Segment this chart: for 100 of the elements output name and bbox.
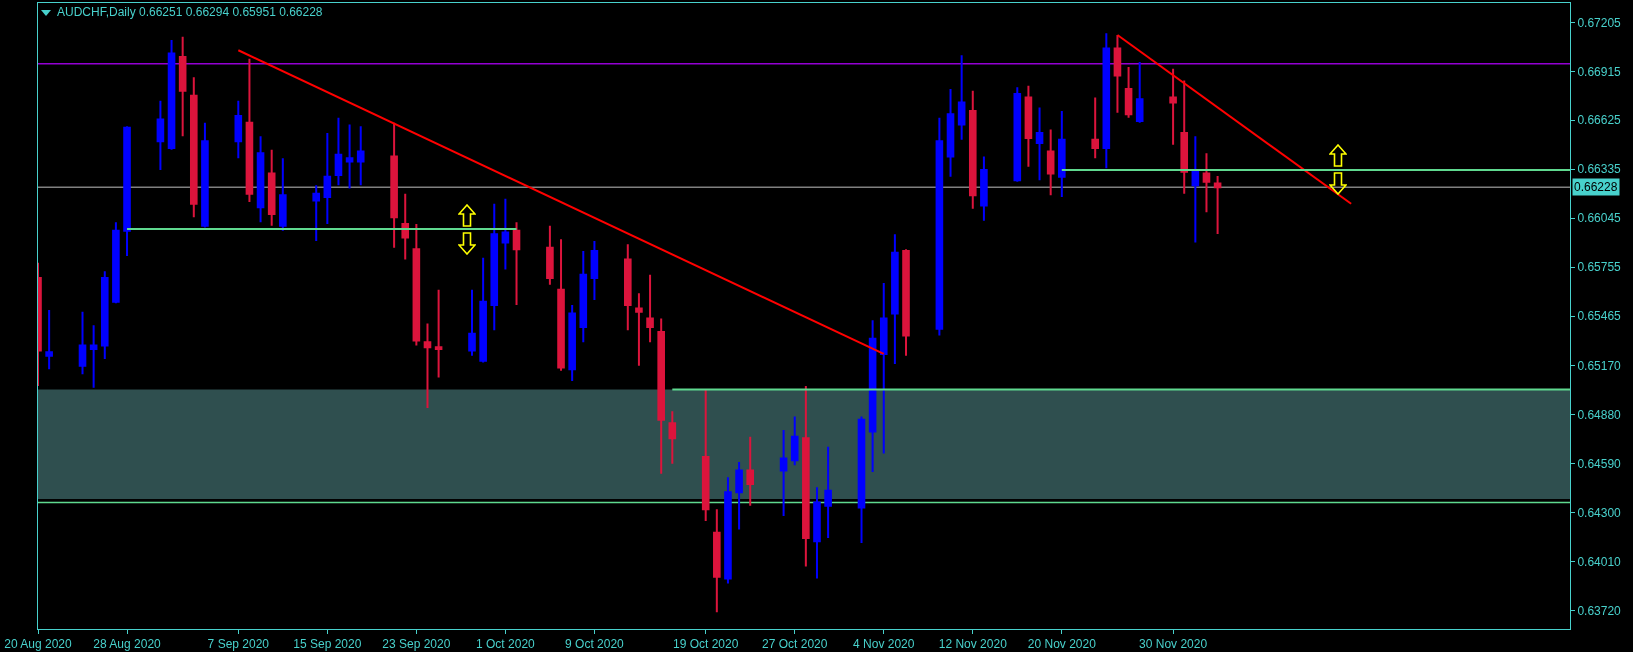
y-tick-label: 0.64300 — [1577, 505, 1622, 520]
candlestick — [635, 292, 643, 367]
candlestick — [879, 282, 888, 455]
candlestick — [390, 121, 398, 249]
y-tick-label: 0.65465 — [1577, 309, 1622, 324]
x-tick-label: 12 Nov 2020 — [938, 637, 1008, 652]
chart-title: AUDCHF,Daily 0.66251 0.66294 0.65951 0.66228 — [57, 5, 323, 20]
candlestick — [1046, 128, 1055, 197]
candlestick — [724, 476, 732, 585]
candlestick — [1213, 175, 1222, 235]
candlestick — [434, 288, 443, 379]
candlestick — [312, 184, 321, 242]
y-tick-label: 0.65755 — [1577, 260, 1622, 275]
x-tick-label: 27 Oct 2020 — [762, 637, 828, 652]
candlestick — [946, 88, 955, 178]
candlestick — [902, 248, 910, 357]
candlestick — [112, 221, 120, 305]
candlestick — [201, 121, 209, 229]
candlestick — [1113, 34, 1122, 114]
candlestick — [468, 288, 476, 357]
y-tick-label: 0.65170 — [1577, 358, 1622, 373]
candlestick — [657, 317, 665, 475]
y-tick-label: 0.66045 — [1577, 211, 1622, 226]
candlestick — [501, 197, 510, 271]
candlestick — [1058, 109, 1066, 199]
candlestick — [512, 221, 521, 307]
candlestick — [1135, 61, 1144, 124]
candlestick — [234, 99, 243, 160]
candlestick — [557, 238, 565, 372]
candlestick — [356, 125, 365, 187]
candlestick — [746, 435, 755, 507]
candlestick — [1102, 32, 1111, 170]
candlestick — [1169, 67, 1177, 146]
y-tick-label: 0.66915 — [1577, 64, 1622, 79]
candlestick — [824, 445, 832, 539]
candlestick — [891, 233, 899, 366]
candlestick — [1091, 96, 1099, 160]
candlestick — [1202, 152, 1211, 214]
x-tick-label: 20 Nov 2020 — [1027, 637, 1097, 652]
x-tick-label: 9 Oct 2020 — [565, 637, 625, 652]
candlestick — [590, 239, 599, 301]
x-tick-label: 15 Sep 2020 — [293, 637, 362, 652]
candlestick — [100, 270, 109, 361]
candlestick — [868, 319, 877, 474]
candlestick — [279, 157, 287, 232]
y-tick-label: 0.64880 — [1577, 407, 1622, 422]
y-tick-label: 0.63720 — [1577, 603, 1622, 618]
candlestick — [323, 131, 332, 226]
candlestick — [1035, 106, 1044, 182]
candlestick — [579, 250, 588, 344]
x-tick-label: 20 Aug 2020 — [4, 637, 73, 652]
x-tick-label: 1 Oct 2020 — [476, 637, 536, 652]
candlestick — [1180, 79, 1189, 195]
candlestick — [178, 35, 187, 138]
candlestick — [735, 460, 743, 531]
candlestick — [802, 385, 810, 568]
candlestick — [935, 116, 944, 337]
candlestick — [568, 304, 576, 382]
x-tick-label: 19 Oct 2020 — [673, 637, 739, 652]
candlestick — [490, 202, 499, 332]
candlestick — [779, 428, 788, 517]
candlestick — [1013, 86, 1022, 183]
candlestick — [968, 89, 977, 210]
candlestick — [1191, 135, 1200, 244]
candlestick — [245, 57, 254, 204]
candlestick — [701, 388, 710, 523]
x-tick-label: 30 Nov 2020 — [1139, 637, 1208, 652]
candlestick — [89, 324, 98, 389]
y-tick-label: 0.66335 — [1577, 162, 1622, 177]
candlestick — [479, 256, 487, 364]
candlestick — [980, 155, 988, 222]
candlestick — [857, 415, 866, 544]
candlestick — [790, 415, 799, 467]
x-tick-label: 4 Nov 2020 — [853, 637, 915, 652]
candlestick — [646, 273, 654, 344]
candlestick — [668, 410, 677, 465]
x-tick-label: 28 Aug 2020 — [93, 637, 162, 652]
candlestick — [813, 486, 821, 580]
candlestick — [423, 322, 432, 409]
candlestick — [401, 192, 410, 261]
candlestick — [1024, 84, 1033, 168]
x-tick-label: 7 Sep 2020 — [207, 637, 270, 652]
candlestick — [167, 39, 176, 151]
y-tick-label: 0.67205 — [1577, 15, 1622, 30]
y-tick-label: 0.64590 — [1577, 456, 1622, 471]
candlestick — [334, 116, 343, 187]
candlestick — [189, 76, 198, 219]
candlestick — [267, 148, 276, 227]
candlestick — [345, 123, 354, 190]
candlestick — [45, 309, 53, 371]
candlestick — [1124, 66, 1133, 119]
candlestick — [546, 224, 554, 286]
y-tick-label: 0.64010 — [1577, 554, 1622, 569]
candlestick — [78, 310, 87, 376]
candlestick — [123, 125, 131, 258]
candlestick — [957, 54, 966, 141]
x-tick-label: 23 Sep 2020 — [382, 637, 451, 652]
candlestick — [412, 223, 421, 347]
ref-line-label: 0.66228 — [1574, 180, 1618, 194]
candlestick — [256, 135, 265, 224]
